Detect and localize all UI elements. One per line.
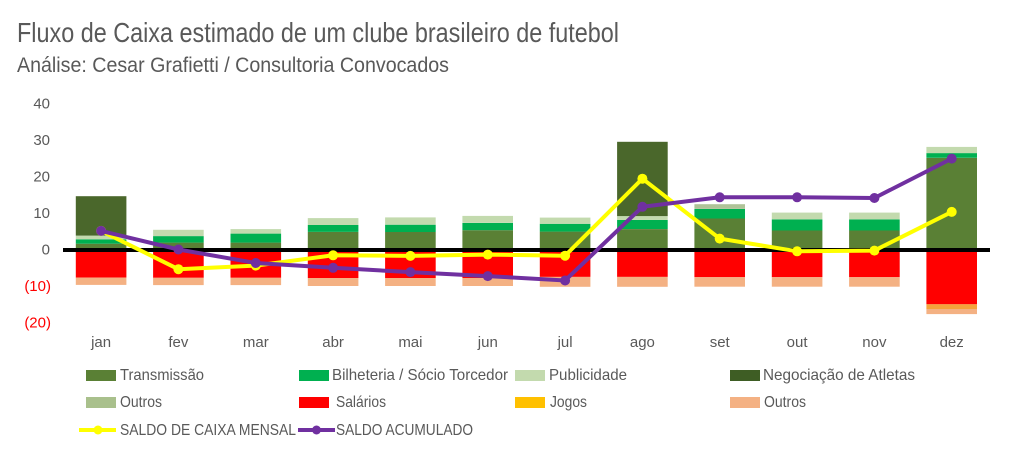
svg-text:jul: jul (557, 334, 573, 351)
svg-text:20: 20 (33, 169, 50, 186)
svg-text:Bilheteria / Sócio Torcedor: Bilheteria / Sócio Torcedor (332, 367, 509, 384)
svg-text:10: 10 (33, 205, 50, 222)
svg-text:mar: mar (243, 334, 269, 351)
svg-text:Transmissão: Transmissão (120, 367, 204, 384)
svg-text:40: 40 (33, 96, 50, 113)
svg-text:set: set (710, 334, 731, 351)
svg-text:jan: jan (90, 334, 111, 351)
svg-text:Outros: Outros (120, 394, 162, 411)
svg-text:30: 30 (33, 132, 50, 149)
svg-text:Análise: Cesar Grafietti / Con: Análise: Cesar Grafietti / Consultoria C… (17, 54, 449, 77)
svg-text:mai: mai (398, 334, 422, 351)
svg-text:Salários: Salários (336, 394, 386, 411)
svg-text:dez: dez (940, 334, 964, 351)
svg-text:nov: nov (862, 334, 887, 351)
svg-text:Negociação de Atletas: Negociação de Atletas (763, 367, 915, 384)
svg-text:SALDO ACUMULADO: SALDO ACUMULADO (336, 422, 473, 439)
svg-text:(20): (20) (24, 315, 51, 332)
svg-text:ago: ago (630, 334, 655, 351)
svg-text:abr: abr (322, 334, 344, 351)
svg-text:Fluxo de Caixa estimado de um: Fluxo de Caixa estimado de um clube bras… (17, 17, 619, 48)
svg-text:(10): (10) (24, 278, 51, 295)
svg-text:0: 0 (42, 242, 50, 259)
svg-text:SALDO DE CAIXA MENSAL: SALDO DE CAIXA MENSAL (120, 422, 296, 439)
svg-text:Publicidade: Publicidade (549, 367, 627, 384)
svg-text:Outros: Outros (764, 394, 806, 411)
svg-text:out: out (787, 334, 809, 351)
svg-text:fev: fev (168, 334, 189, 351)
svg-text:jun: jun (477, 334, 498, 351)
svg-text:Jogos: Jogos (550, 394, 587, 411)
